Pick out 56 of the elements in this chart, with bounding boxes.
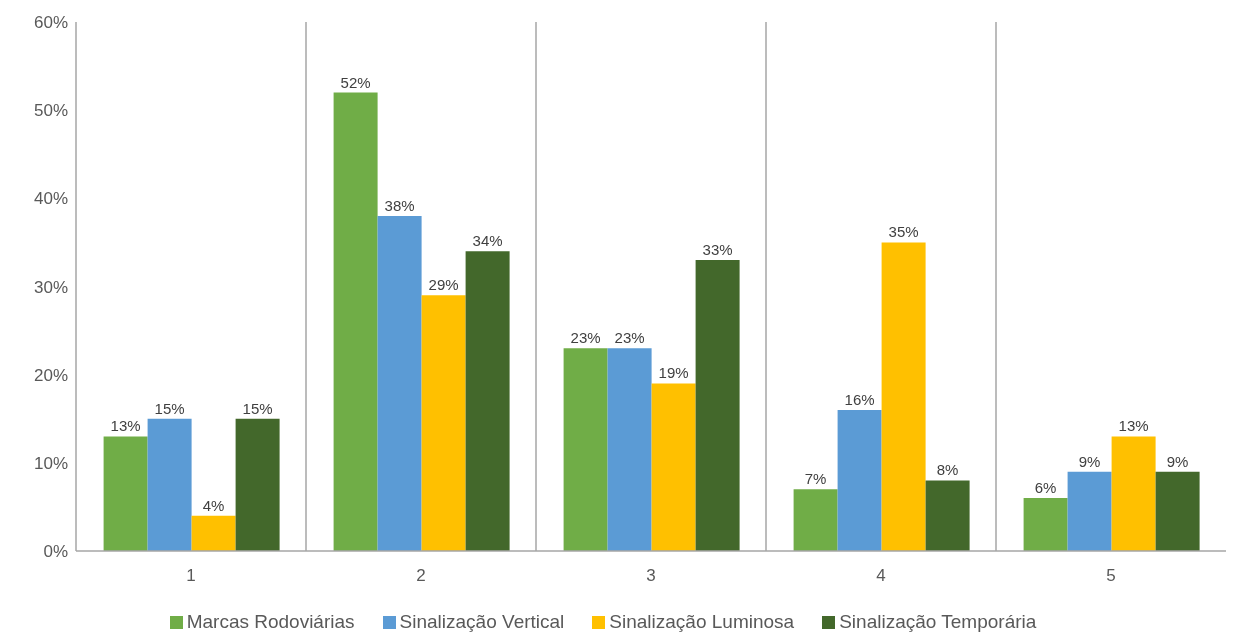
bar — [1111, 436, 1156, 551]
x-tick-label: 3 — [646, 566, 656, 586]
bar — [191, 515, 236, 551]
data-label: 9% — [1166, 452, 1189, 470]
data-label: 23% — [614, 329, 645, 347]
data-label: 13% — [1118, 417, 1149, 435]
x-tick-label: 5 — [1106, 566, 1116, 586]
bar — [695, 260, 740, 551]
legend-label: Sinalização Luminosa — [609, 611, 795, 632]
data-label: 15% — [154, 399, 185, 417]
y-tick-label: 10% — [33, 453, 68, 473]
data-label: 19% — [658, 364, 689, 382]
data-label: 34% — [472, 232, 503, 250]
bar — [607, 348, 652, 551]
y-tick-label: 20% — [33, 365, 68, 385]
bar — [1067, 471, 1112, 551]
y-tick-label: 30% — [33, 277, 68, 297]
data-label: 23% — [570, 329, 601, 347]
bar — [1023, 498, 1068, 551]
bar — [563, 348, 608, 551]
bar — [465, 251, 510, 551]
bar — [333, 92, 378, 551]
data-label: 8% — [936, 461, 959, 479]
data-label: 52% — [340, 73, 371, 91]
bar — [1155, 471, 1200, 551]
data-label: 9% — [1078, 452, 1101, 470]
x-tick-label: 4 — [876, 566, 886, 586]
legend-label: Sinalização Vertical — [399, 611, 565, 632]
y-tick-label: 50% — [33, 101, 68, 121]
data-label: 33% — [702, 241, 733, 259]
bar — [421, 295, 466, 551]
x-tick-label: 2 — [416, 566, 426, 586]
bar — [103, 436, 148, 551]
bar — [651, 383, 696, 551]
data-label: 38% — [384, 196, 415, 214]
legend-label: Marcas Rodoviárias — [186, 611, 355, 632]
bar — [147, 418, 192, 551]
x-tick-label: 1 — [186, 566, 196, 586]
data-label: 15% — [242, 399, 273, 417]
bar — [793, 489, 838, 551]
data-label: 35% — [888, 223, 919, 241]
bar — [377, 215, 422, 551]
data-label: 6% — [1034, 479, 1057, 497]
data-label: 29% — [428, 276, 459, 294]
y-tick-label: 60% — [33, 13, 68, 33]
y-tick-label: 40% — [33, 189, 68, 209]
bar — [881, 242, 926, 551]
data-label: 4% — [202, 496, 225, 514]
bar — [837, 409, 882, 551]
data-label: 16% — [844, 390, 875, 408]
bar — [235, 418, 280, 551]
y-tick-label: 0% — [43, 542, 68, 562]
legend-label: Sinalização Temporária — [839, 611, 1037, 632]
bar — [925, 480, 970, 551]
data-label: 13% — [110, 417, 141, 435]
data-label: 7% — [804, 470, 827, 488]
